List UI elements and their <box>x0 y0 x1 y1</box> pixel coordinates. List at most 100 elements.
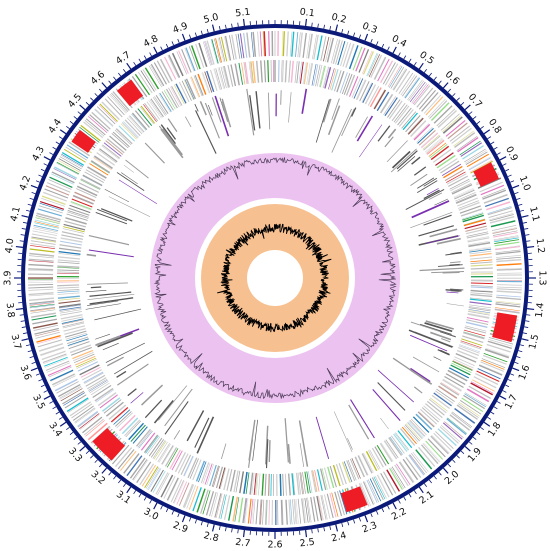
tick-label-3.5: 3.5 <box>30 393 47 411</box>
cds-mark-forward <box>28 286 54 289</box>
cds-mark-forward <box>286 31 289 57</box>
cds-mark-forward <box>209 491 217 517</box>
minor-tick <box>49 152 54 155</box>
cds-mark-forward <box>433 105 453 124</box>
cds-mark-reverse <box>87 166 107 179</box>
cds-mark-forward <box>39 200 65 210</box>
cds-mark-reverse <box>373 89 385 109</box>
highlight-block <box>126 81 141 99</box>
rna-tick <box>410 173 428 187</box>
minor-tick <box>225 24 227 29</box>
cds-mark-reverse <box>83 371 104 384</box>
rna-tick <box>431 271 464 274</box>
cds-mark-forward <box>408 80 425 101</box>
cds-mark-reverse <box>121 417 139 435</box>
cds-mark-reverse <box>470 261 493 265</box>
cds-mark-reverse <box>467 312 490 318</box>
rna-tick <box>184 116 192 128</box>
minor-tick <box>408 58 412 63</box>
cds-mark-forward <box>176 481 188 505</box>
cds-mark-forward <box>325 37 332 62</box>
cds-mark-reverse <box>217 67 224 89</box>
cds-mark-reverse <box>234 63 240 86</box>
rna-tick <box>419 267 465 272</box>
cds-mark-forward <box>220 494 227 520</box>
cds-mark-reverse <box>148 100 162 119</box>
cds-mark-forward <box>251 498 255 524</box>
highlight-block <box>495 322 516 329</box>
minor-tick <box>206 522 209 528</box>
highlight-block <box>350 489 360 509</box>
cds-mark-reverse <box>456 349 478 360</box>
minor-tick <box>524 228 529 230</box>
minor-tick <box>487 136 492 140</box>
cds-mark-reverse <box>468 306 491 310</box>
rna-tick <box>439 349 450 356</box>
cds-mark-reverse <box>300 472 304 495</box>
highlight-block <box>476 169 496 180</box>
minor-tick <box>403 55 407 60</box>
cds-mark-forward <box>30 307 56 312</box>
minor-tick <box>329 525 332 531</box>
major-tick <box>30 184 38 189</box>
cds-mark-forward <box>37 208 63 217</box>
cds-mark-forward <box>87 422 108 441</box>
cds-mark-reverse <box>470 289 493 292</box>
major-tick <box>211 524 215 532</box>
highlight-block <box>103 439 119 455</box>
cds-mark-reverse <box>461 212 484 220</box>
cds-mark-reverse <box>444 375 464 389</box>
cds-mark-forward <box>297 32 301 58</box>
cds-mark-forward <box>480 361 504 372</box>
cds-mark-forward <box>231 34 237 60</box>
cds-mark-reverse <box>106 138 125 154</box>
cds-mark-forward <box>418 446 436 467</box>
minor-tick <box>341 28 344 34</box>
cds-mark-reverse <box>412 416 430 433</box>
cds-mark-reverse <box>343 73 353 95</box>
highlight-block <box>108 443 124 459</box>
cds-mark-forward <box>99 103 118 122</box>
highlight-block <box>354 488 363 508</box>
cds-mark-forward <box>362 51 375 75</box>
cds-mark-reverse <box>445 373 466 386</box>
cds-mark-reverse <box>466 232 489 239</box>
cds-mark-forward <box>496 256 522 260</box>
cds-mark-forward <box>310 497 316 522</box>
cds-mark-forward <box>411 452 427 474</box>
rna-tick <box>410 334 448 352</box>
cds-mark-forward <box>174 480 185 504</box>
cds-mark-reverse <box>155 94 169 114</box>
cds-mark-forward <box>259 31 263 57</box>
rna-tick <box>288 92 292 123</box>
rna-tick <box>173 430 181 440</box>
cds-mark-reverse <box>313 64 319 86</box>
minor-tick <box>311 22 313 27</box>
cds-mark-forward <box>214 493 222 518</box>
highlight-block <box>78 129 96 144</box>
cds-mark-reverse <box>249 61 253 84</box>
tick-label-1.8: 1.8 <box>486 420 504 439</box>
cds-mark-reverse <box>385 439 399 459</box>
highlight-block <box>127 81 142 99</box>
cds-mark-forward <box>243 32 248 58</box>
cds-mark-forward <box>453 130 474 147</box>
cds-mark-reverse <box>404 424 420 442</box>
minor-tick <box>165 43 169 48</box>
rna-tick <box>247 439 254 468</box>
cds-mark-forward <box>157 473 170 496</box>
cds-mark-reverse <box>80 178 101 190</box>
cds-mark-forward <box>301 498 306 524</box>
cds-mark-forward <box>114 447 133 468</box>
highlight-block <box>120 86 135 104</box>
cds-mark-forward <box>235 34 241 59</box>
minor-tick <box>317 23 319 28</box>
cds-mark-reverse <box>302 62 307 85</box>
cds-mark-reverse <box>241 62 246 85</box>
cds-mark-forward <box>29 300 55 305</box>
cds-mark-reverse <box>465 321 488 328</box>
minor-tick <box>376 510 379 515</box>
minor-tick <box>505 384 510 388</box>
cds-mark-forward <box>484 197 510 208</box>
